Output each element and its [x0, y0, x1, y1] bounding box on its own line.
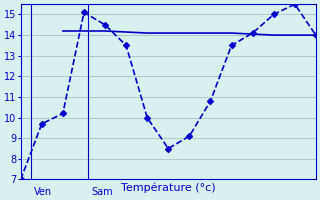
- Text: Sam: Sam: [91, 187, 113, 197]
- X-axis label: Température (°c): Température (°c): [121, 182, 216, 193]
- Text: Ven: Ven: [35, 187, 52, 197]
